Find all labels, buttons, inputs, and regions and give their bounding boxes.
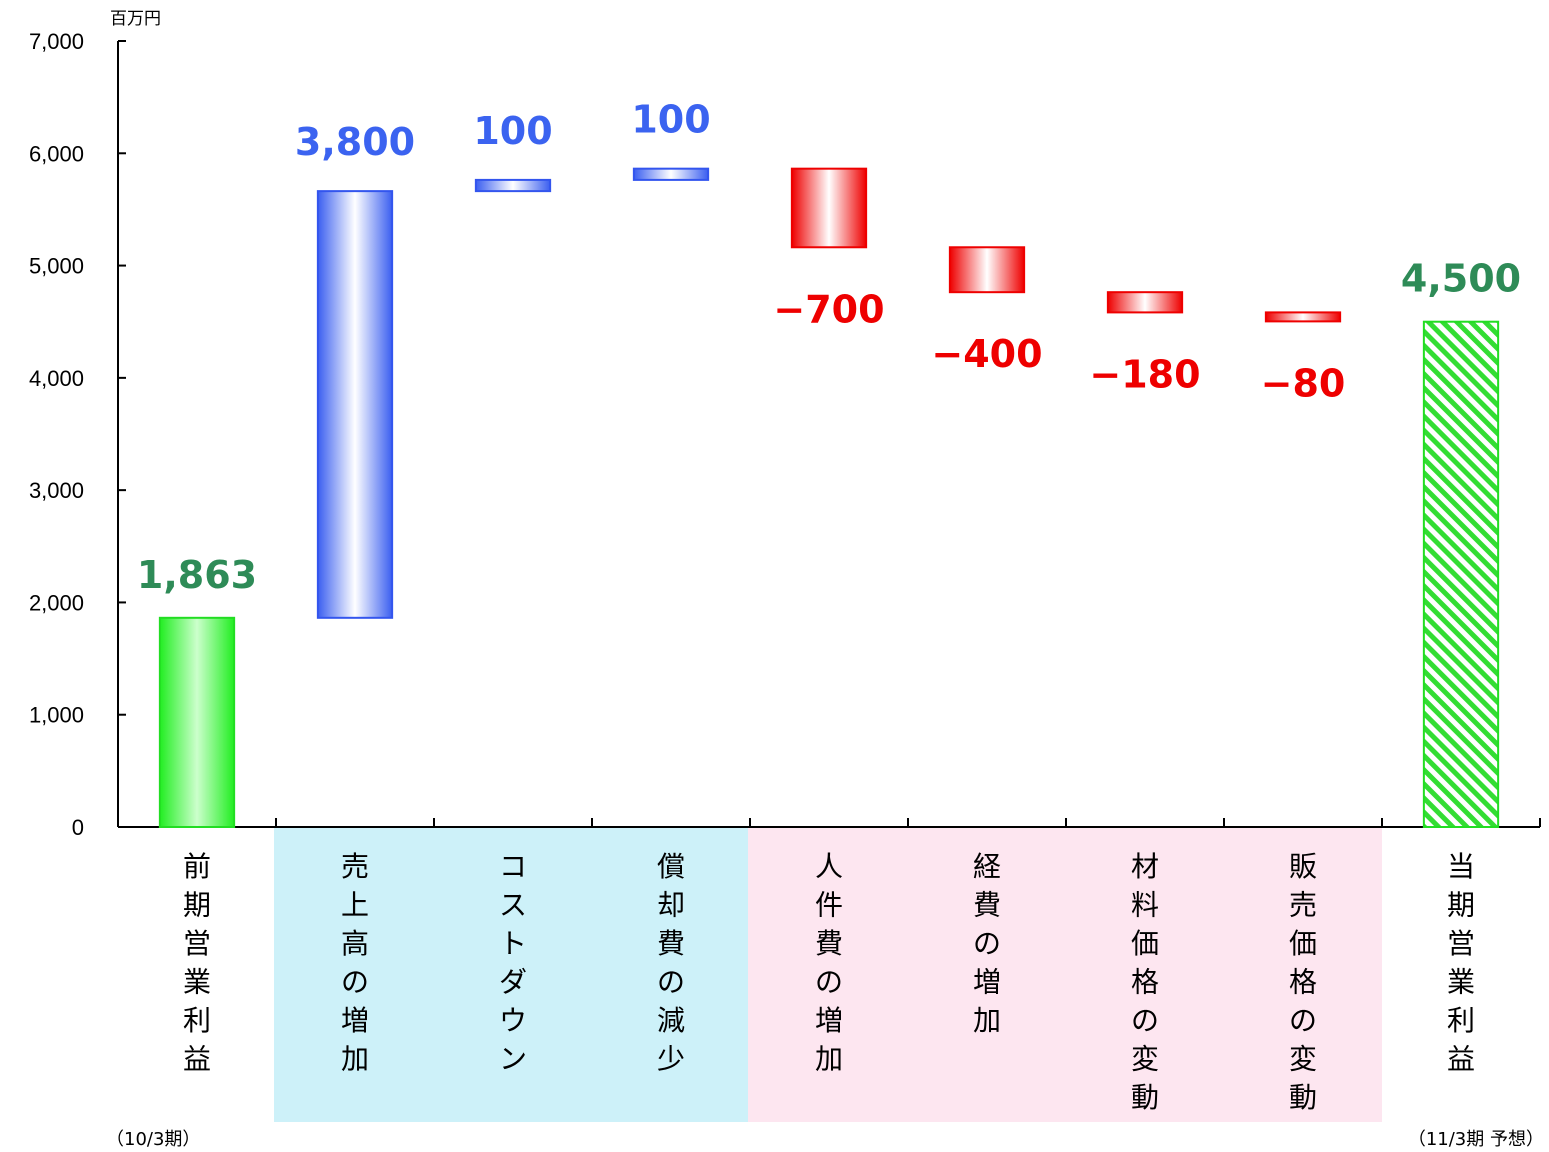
data-label: 1,863 bbox=[137, 553, 257, 597]
y-tick-label: 1,000 bbox=[29, 703, 84, 728]
data-label: 4,500 bbox=[1401, 257, 1521, 301]
category-label: 前期営業利益 bbox=[183, 850, 211, 1076]
y-tick-label: 0 bbox=[72, 815, 84, 840]
bar-total bbox=[158, 616, 236, 828]
data-label: 3,800 bbox=[295, 120, 415, 164]
period-start-note: （10/3期） bbox=[106, 1129, 200, 1150]
group-band-decrease bbox=[748, 827, 1382, 1122]
bar-increase bbox=[632, 167, 710, 181]
bar-increase bbox=[316, 190, 394, 619]
y-tick-label: 4,000 bbox=[29, 366, 84, 391]
data-label: −180 bbox=[1089, 352, 1200, 396]
category-label: 売上高の増加 bbox=[341, 850, 369, 1076]
bar-decrease bbox=[1106, 291, 1184, 314]
data-label: −400 bbox=[931, 332, 1042, 376]
category-label: 経費の増加 bbox=[973, 850, 1001, 1037]
group-band-increase bbox=[274, 827, 750, 1122]
unit-label: 百万円 bbox=[110, 9, 161, 29]
data-label: −700 bbox=[773, 287, 884, 331]
bar-decrease bbox=[790, 167, 868, 249]
y-tick-label: 6,000 bbox=[29, 141, 84, 166]
category-label: 当期営業利益 bbox=[1447, 850, 1475, 1076]
y-tick-label: 2,000 bbox=[29, 590, 84, 615]
category-label: 償却費の減少 bbox=[657, 850, 685, 1076]
data-label: 100 bbox=[631, 98, 710, 142]
bar-increase bbox=[474, 178, 552, 193]
category-label: コストダウン bbox=[499, 850, 527, 1076]
y-tick-label: 5,000 bbox=[29, 254, 84, 279]
period-end-note: （11/3期 予想） bbox=[1408, 1129, 1544, 1150]
y-tick-label: 3,000 bbox=[29, 478, 84, 503]
data-label: −80 bbox=[1261, 361, 1346, 405]
data-label: 100 bbox=[473, 109, 552, 153]
bar-decrease bbox=[948, 246, 1026, 294]
category-label: 人件費の増加 bbox=[815, 850, 843, 1076]
bar-decrease bbox=[1264, 311, 1342, 323]
category-label: 材料価格の変動 bbox=[1131, 850, 1159, 1114]
bar-total-forecast bbox=[1422, 320, 1500, 828]
category-label: 販売価格の変動 bbox=[1289, 850, 1317, 1114]
y-tick-label: 7,000 bbox=[29, 29, 84, 54]
